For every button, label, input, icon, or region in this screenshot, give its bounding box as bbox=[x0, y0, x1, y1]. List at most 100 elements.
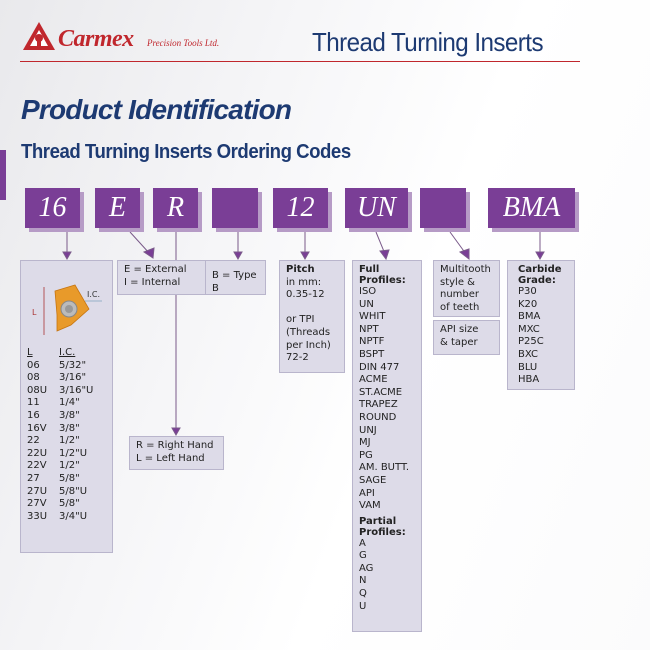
code-grade: BMA bbox=[488, 188, 575, 228]
full-profile-item: SAGE bbox=[359, 474, 387, 486]
grade-item: MXC bbox=[518, 323, 540, 335]
grade-item: BMA bbox=[518, 311, 541, 323]
size-row: 11 1/4" bbox=[27, 397, 106, 410]
grade-item: BXC bbox=[518, 348, 538, 360]
full-profile-item: AM. BUTT. bbox=[359, 462, 410, 474]
size-ic: 1/2"U bbox=[59, 447, 88, 459]
size-l: 22U bbox=[27, 447, 48, 459]
size-ic: 5/8"U bbox=[59, 485, 88, 497]
size-ic: 5/32" bbox=[59, 359, 87, 371]
full-profile-item: BSPT bbox=[359, 348, 385, 360]
size-row: 06 5/32" bbox=[27, 360, 106, 373]
size-ic: 5/8" bbox=[59, 472, 80, 484]
size-ic: 3/8" bbox=[59, 422, 80, 434]
grade-box: Carbide Grade: P30 K20 BMA MXC P25C BXC BLU HBA bbox=[507, 260, 575, 390]
partial-profile-item: G bbox=[359, 550, 367, 562]
size-l: 27V bbox=[27, 498, 47, 510]
full-profiles-list: ISO UN WHIT NPT NPTF BSPT DIN 477 ACME ST.ACME TR… bbox=[359, 286, 415, 513]
full-profile-item: MJ bbox=[359, 437, 371, 449]
partial-profiles-list: A G AG N Q U bbox=[359, 538, 415, 614]
full-profile-item: NPT bbox=[359, 323, 379, 335]
hand-right: R = Right Hand bbox=[136, 440, 214, 451]
typeb-box: B = Type B bbox=[205, 260, 266, 295]
full-profile-item: DIN 477 bbox=[359, 361, 400, 373]
pitch-line: 0.35-12 bbox=[286, 289, 325, 301]
full-profile-item: ROUND bbox=[359, 411, 397, 423]
multitooth-line: style & bbox=[440, 276, 475, 288]
api-line: API size bbox=[440, 324, 479, 335]
type-box: E = External I = Internal bbox=[117, 260, 207, 295]
typeb-text: B = Type B bbox=[212, 270, 257, 294]
size-l: 16V bbox=[27, 422, 47, 434]
partial-profiles-heading: Partial Profiles: bbox=[359, 515, 406, 538]
grade-item: HBA bbox=[518, 374, 540, 386]
size-row: 22 1/2" bbox=[27, 435, 106, 448]
size-ic: 1/2" bbox=[59, 460, 80, 472]
size-ic: 1/2" bbox=[59, 435, 80, 447]
grade-item: K20 bbox=[518, 298, 538, 310]
side-accent-bar bbox=[0, 150, 6, 200]
type-internal: I = Internal bbox=[124, 276, 181, 288]
hand-left: L = Left Hand bbox=[136, 452, 205, 464]
connector-type bbox=[129, 231, 151, 255]
api-line: & taper bbox=[440, 336, 478, 348]
full-profile-item: NPTF bbox=[359, 336, 385, 348]
carmex-logo-icon bbox=[23, 22, 55, 50]
grade-list: P30 K20 BMA MXC P25C BXC BLU HBA bbox=[518, 286, 568, 387]
full-profile-item: ISO bbox=[359, 286, 377, 297]
size-ic: 5/8" bbox=[59, 498, 80, 510]
size-l: 16 bbox=[27, 409, 40, 421]
header-divider bbox=[20, 61, 580, 62]
page-title: Product Identification bbox=[21, 94, 292, 125]
pitch-line: in mm: bbox=[286, 276, 322, 288]
size-l: 27U bbox=[27, 485, 48, 497]
full-profile-item: PG bbox=[359, 449, 373, 461]
type-external: E = External bbox=[124, 264, 187, 275]
full-profile-item: VAM bbox=[359, 500, 381, 512]
partial-profile-item: AG bbox=[359, 562, 374, 574]
code-typeb bbox=[212, 188, 258, 228]
partial-profile-item: Q bbox=[359, 588, 367, 600]
size-table-header: L I.C. bbox=[27, 347, 106, 360]
size-row: 08U 3/16"U bbox=[27, 385, 106, 398]
pitch-line: 72-2 bbox=[286, 352, 309, 364]
pitch-heading: Pitch bbox=[286, 264, 315, 275]
multitooth-box: Multitooth style & number of teeth bbox=[433, 260, 500, 317]
size-row: 22V 1/2" bbox=[27, 460, 106, 473]
full-profiles-heading: Full Profiles: bbox=[359, 264, 406, 286]
full-profile-item: ACME bbox=[359, 374, 388, 386]
size-l: 08U bbox=[27, 384, 48, 396]
size-row: 33U 3/4"U bbox=[27, 511, 106, 524]
size-l: 22V bbox=[27, 460, 47, 472]
grade-item: P25C bbox=[518, 336, 544, 348]
grade-item: P30 bbox=[518, 286, 537, 297]
size-box: L I.C. L I.C. 06 5/32" 08 3/16" 08U 3/16"U 11 1… bbox=[20, 260, 113, 553]
multitooth-line: Multitooth bbox=[440, 264, 491, 275]
size-ic: 1/4" bbox=[59, 397, 80, 409]
size-ic: 3/16"U bbox=[59, 384, 94, 396]
full-profile-item: UNJ bbox=[359, 424, 377, 436]
pitch-line: per Inch) bbox=[286, 339, 331, 351]
size-table: 06 5/32" 08 3/16" 08U 3/16"U 11 1/4" 16 3/8" 16V 3/… bbox=[27, 360, 106, 524]
insert-diagram-icon: L I.C. bbox=[32, 284, 102, 335]
page-subtitle: Thread Turning Inserts Ordering Codes bbox=[21, 141, 351, 163]
connector-multitooth bbox=[449, 231, 467, 255]
size-ic: 3/16" bbox=[59, 372, 87, 384]
size-row: 27U 5/8"U bbox=[27, 486, 106, 499]
profile-box: Full Profiles: ISO UN WHIT NPT NPTF BSPT DIN 47… bbox=[352, 260, 422, 632]
diagram-l-label: L bbox=[32, 308, 37, 317]
size-row: 16V 3/8" bbox=[27, 423, 106, 436]
pitch-line bbox=[286, 302, 338, 315]
full-profile-item: UN bbox=[359, 298, 374, 310]
size-ic: 3/8" bbox=[59, 409, 80, 421]
size-l: 11 bbox=[27, 397, 40, 409]
size-row: 08 3/16" bbox=[27, 372, 106, 385]
size-l: 27 bbox=[27, 472, 40, 484]
size-l: 22 bbox=[27, 435, 40, 447]
size-row: 16 3/8" bbox=[27, 410, 106, 423]
diagram-ic-label: I.C. bbox=[87, 290, 100, 299]
code-pitch: 12 bbox=[273, 188, 328, 228]
size-l: 06 bbox=[27, 359, 40, 371]
brand-name: Carmex bbox=[58, 26, 134, 52]
size-l: 08 bbox=[27, 372, 40, 384]
